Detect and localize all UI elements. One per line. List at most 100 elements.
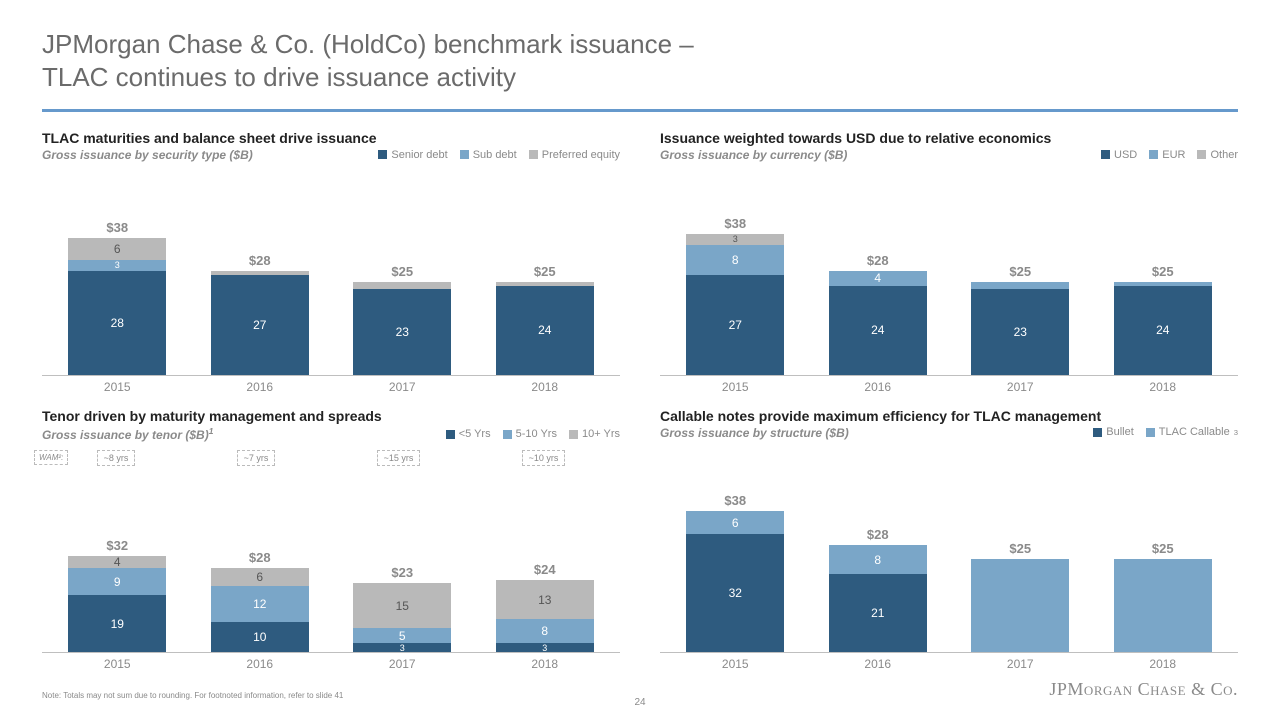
- legend-swatch: [460, 150, 469, 159]
- x-axis: 2015 2016 2017 2018: [42, 376, 620, 394]
- x-axis: 2015201620172018: [42, 653, 620, 671]
- bar-segment: 23: [353, 289, 451, 374]
- subtitle-text: Gross issuance by tenor ($B): [42, 428, 209, 442]
- chart-sub-row: Gross issuance by currency ($B) USDEUROt…: [660, 148, 1238, 162]
- bar-total-label: $25: [534, 264, 556, 279]
- bar-segment: 15: [353, 583, 451, 628]
- bar-segment: 32: [686, 534, 784, 652]
- legend-swatch: [1149, 150, 1158, 159]
- bar-segment: 5: [353, 628, 451, 643]
- legend: USD EUR Other: [1101, 149, 1238, 161]
- bar-column: $38 326: [673, 493, 798, 652]
- bar-stack: 244: [829, 271, 927, 375]
- wam-value: ~15 yrs: [377, 450, 421, 466]
- x-tick-label: 2015: [55, 380, 180, 394]
- wam-value: ~8 yrs: [97, 450, 136, 466]
- legend-label: Other: [1210, 149, 1238, 161]
- wam-value: ~7 yrs: [237, 450, 276, 466]
- page-number: 24: [634, 697, 645, 708]
- legend-label: TLAC Callable: [1159, 426, 1230, 438]
- chart-title: Issuance weighted towards USD due to rel…: [660, 130, 1238, 146]
- legend-swatch: [1093, 428, 1102, 437]
- bar-total-label: $24: [534, 562, 556, 577]
- chart-area: $382783$28244$2523$2524: [660, 166, 1238, 376]
- bar-stack: 3813: [496, 580, 594, 652]
- x-axis: 2015201620172018: [660, 376, 1238, 394]
- x-tick-label: 2018: [482, 380, 607, 394]
- bar-total-label: $28: [867, 253, 889, 268]
- chart-sub-row: Gross issuance by security type ($B) Sen…: [42, 148, 620, 162]
- bar-total-label: $38: [724, 216, 746, 231]
- subtitle-sup: 1: [209, 426, 214, 436]
- bar-segment: 19: [68, 595, 166, 652]
- bar-total-label: $25: [1009, 264, 1031, 279]
- legend-item: Bullet: [1093, 426, 1134, 438]
- chart-title: TLAC maturities and balance sheet drive …: [42, 130, 620, 146]
- title-rule: [42, 109, 1238, 112]
- legend: <5 Yrs5-10 Yrs10+ Yrs: [446, 428, 620, 440]
- bar-total-label: $23: [391, 565, 413, 580]
- bar-segment: 23: [971, 289, 1069, 374]
- legend-item: USD: [1101, 149, 1137, 161]
- bar-column: $382783: [673, 216, 798, 375]
- footnote: Note: Totals may not sum due to rounding…: [42, 691, 343, 700]
- legend-item: Other: [1197, 149, 1238, 161]
- chart-area: WAM²:~8 yrs~7 yrs~15 yrs~10 yrs$321994$2…: [42, 446, 620, 654]
- chart-structure: Callable notes provide maximum efficienc…: [660, 408, 1238, 672]
- jpm-logo: JPMorgan Chase & Co.: [1049, 679, 1238, 700]
- chart-area: $38326$28218$25$25: [660, 444, 1238, 654]
- bar-segment: 21: [829, 574, 927, 652]
- bar-segment: 4: [829, 271, 927, 286]
- bar-column: $32 1994: [55, 538, 180, 652]
- x-tick-label: 2016: [815, 380, 940, 394]
- bar-segment: 12: [211, 586, 309, 622]
- bar-column: $2827: [197, 253, 322, 375]
- x-tick-label: 2016: [197, 380, 322, 394]
- bar-segment: 27: [686, 275, 784, 375]
- bar-segment: 6: [686, 511, 784, 533]
- legend-swatch: [1101, 150, 1110, 159]
- legend-item: Preferred equity: [529, 149, 620, 161]
- legend-swatch: [1146, 428, 1155, 437]
- bar-segment: 9: [68, 568, 166, 595]
- bar-column: $24 3813: [482, 562, 607, 652]
- bar-segment: [971, 559, 1069, 652]
- bar-stack: 326: [686, 511, 784, 652]
- bar-total-label: $28: [249, 253, 271, 268]
- bar-segment: 24: [829, 286, 927, 375]
- bar-segment: [1114, 559, 1212, 652]
- legend-swatch: [569, 430, 578, 439]
- chart-security-type: TLAC maturities and balance sheet drive …: [42, 130, 620, 394]
- bar-stack: 10126: [211, 568, 309, 652]
- bar-segment: 10: [211, 622, 309, 652]
- chart-currency: Issuance weighted towards USD due to rel…: [660, 130, 1238, 394]
- x-tick-label: 2017: [340, 380, 465, 394]
- x-tick-label: 2018: [482, 657, 607, 671]
- bar-column: $2524: [1100, 264, 1225, 374]
- legend-label: Preferred equity: [542, 149, 620, 161]
- legend-label: 5-10 Yrs: [516, 428, 557, 440]
- chart-subtitle: Gross issuance by structure ($B): [660, 426, 849, 440]
- bar-total-label: $25: [1009, 541, 1031, 556]
- x-tick-label: 2017: [958, 657, 1083, 671]
- bar-column: $28 244: [815, 253, 940, 375]
- bar-stack: 24: [496, 282, 594, 374]
- legend: Bullet TLAC Callable3: [1093, 426, 1238, 438]
- bar-column: $382836: [55, 220, 180, 375]
- bar-stack: 2836: [68, 238, 166, 375]
- legend-swatch: [1197, 150, 1206, 159]
- bar-segment: 4: [68, 556, 166, 568]
- x-tick-label: 2017: [958, 380, 1083, 394]
- legend-label: Bullet: [1106, 426, 1134, 438]
- x-tick-label: 2015: [55, 657, 180, 671]
- bar-segment: 28: [68, 271, 166, 375]
- bar-segment: 24: [496, 286, 594, 375]
- legend-item: TLAC Callable3: [1146, 426, 1238, 438]
- bar-stack: 3515: [353, 583, 451, 652]
- bar-total-label: $32: [106, 538, 128, 553]
- bar-column: $25: [1100, 541, 1225, 652]
- legend-item: <5 Yrs: [446, 428, 491, 440]
- bar-total-label: $38: [724, 493, 746, 508]
- legend-label: EUR: [1162, 149, 1185, 161]
- legend-item: EUR: [1149, 149, 1185, 161]
